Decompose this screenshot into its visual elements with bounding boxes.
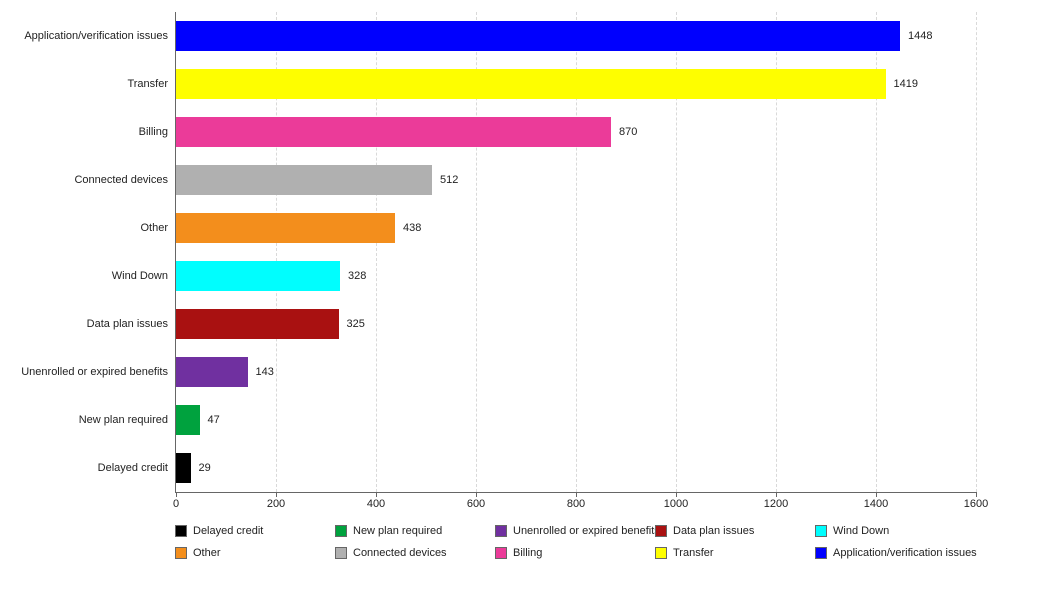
bar (176, 213, 395, 243)
x-tick-label: 1200 (764, 492, 788, 510)
legend-label: Data plan issues (673, 525, 754, 537)
x-tick-label: 1600 (964, 492, 988, 510)
y-tick-label: Unenrolled or expired benefits (21, 366, 176, 378)
bar (176, 261, 340, 291)
x-gridline (976, 12, 977, 492)
legend-item: Connected devices (335, 542, 495, 564)
bar-value-label: 29 (199, 462, 211, 474)
bar (176, 69, 886, 99)
bar-value-label: 143 (256, 366, 274, 378)
legend-swatch (335, 547, 347, 559)
legend-label: Unenrolled or expired benefits (513, 525, 660, 537)
legend-label: Connected devices (353, 547, 447, 559)
legend-item: Other (175, 542, 335, 564)
x-tick-label: 0 (173, 492, 179, 510)
plot-area: 02004006008001000120014001600Application… (175, 12, 976, 493)
legend-label: Application/verification issues (833, 547, 977, 559)
bar-value-label: 438 (403, 222, 421, 234)
bar-value-label: 1419 (894, 78, 918, 90)
legend-swatch (175, 525, 187, 537)
legend-label: Wind Down (833, 525, 889, 537)
y-tick-label: Wind Down (112, 270, 176, 282)
bar (176, 117, 611, 147)
legend: Delayed credit New plan required Unenrolle… (175, 520, 975, 564)
legend-swatch (495, 525, 507, 537)
x-tick-label: 1400 (864, 492, 888, 510)
legend-item: Application/verification issues (815, 542, 975, 564)
bar (176, 357, 248, 387)
legend-swatch (335, 525, 347, 537)
legend-label: Other (193, 547, 221, 559)
bar (176, 309, 339, 339)
y-tick-label: New plan required (79, 414, 176, 426)
legend-swatch (815, 547, 827, 559)
bar-value-label: 870 (619, 126, 637, 138)
bar-value-label: 1448 (908, 30, 932, 42)
bar (176, 405, 200, 435)
legend-item: Transfer (655, 542, 815, 564)
legend-label: Billing (513, 547, 542, 559)
legend-label: Delayed credit (193, 525, 263, 537)
x-tick-label: 200 (267, 492, 285, 510)
x-tick-label: 600 (467, 492, 485, 510)
x-tick-label: 800 (567, 492, 585, 510)
x-tick-label: 400 (367, 492, 385, 510)
legend-item: Unenrolled or expired benefits (495, 520, 655, 542)
legend-label: Transfer (673, 547, 714, 559)
chart-container: 0 200 400 600 800 1000 1200 1400 1600 Application… (0, 0, 1044, 589)
legend-row: Delayed credit New plan required Unenrolle… (175, 520, 975, 542)
x-tick-label: 1000 (664, 492, 688, 510)
legend-swatch (175, 547, 187, 559)
legend-item: New plan required (335, 520, 495, 542)
y-tick-label: Delayed credit (98, 462, 176, 474)
bar-value-label: 328 (348, 270, 366, 282)
bar (176, 165, 432, 195)
legend-swatch (815, 525, 827, 537)
legend-swatch (655, 547, 667, 559)
y-tick-label: Connected devices (74, 174, 176, 186)
y-tick-label: Billing (139, 126, 176, 138)
legend-item: Billing (495, 542, 655, 564)
bar-value-label: 325 (347, 318, 365, 330)
bar-value-label: 512 (440, 174, 458, 186)
y-tick-label: Transfer (127, 78, 176, 90)
y-tick-label: Application/verification issues (24, 30, 176, 42)
legend-item: Data plan issues (655, 520, 815, 542)
legend-label: New plan required (353, 525, 442, 537)
legend-item: Wind Down (815, 520, 975, 542)
legend-swatch (495, 547, 507, 559)
bar (176, 453, 191, 483)
legend-item: Delayed credit (175, 520, 335, 542)
y-tick-label: Other (140, 222, 176, 234)
bar-value-label: 47 (208, 414, 220, 426)
legend-swatch (655, 525, 667, 537)
legend-row: Other Connected devices Billing Transfer App… (175, 542, 975, 564)
y-tick-label: Data plan issues (87, 318, 176, 330)
bar (176, 21, 900, 51)
